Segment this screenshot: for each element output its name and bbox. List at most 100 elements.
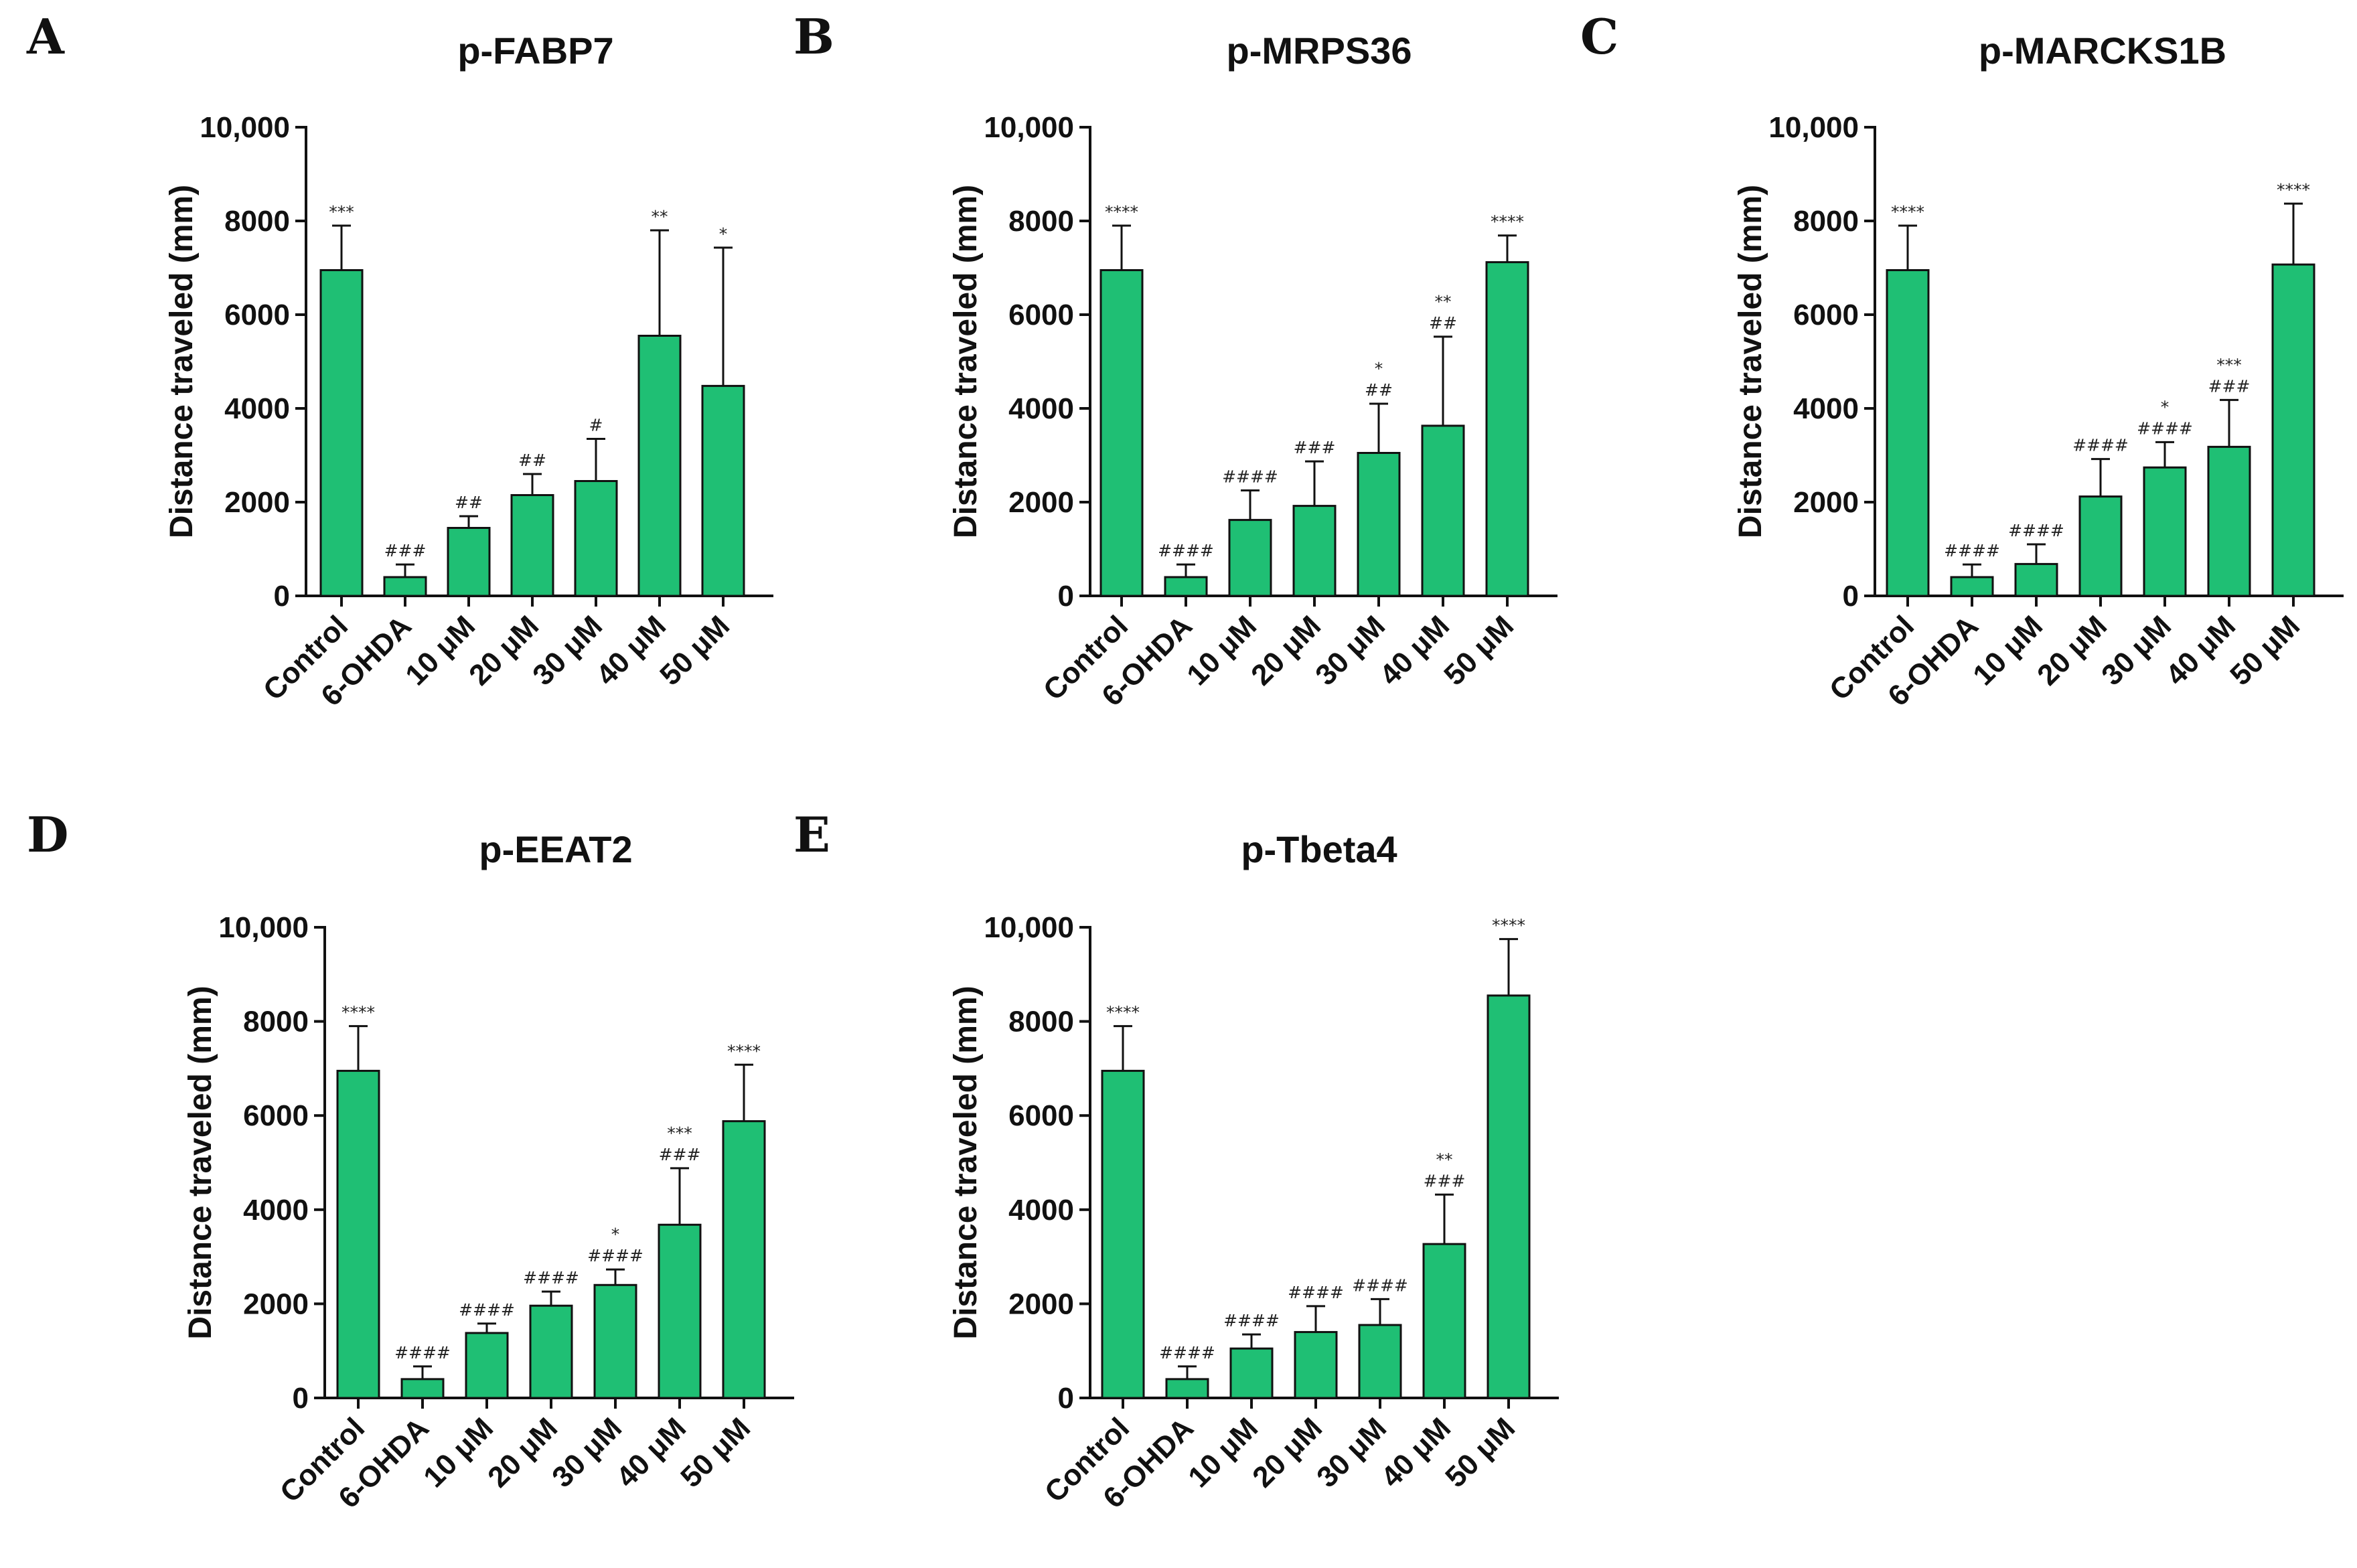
chart-title: p-MRPS36	[1227, 29, 1412, 72]
bar	[1228, 519, 1272, 597]
x-tick-label: 50 μM	[654, 609, 736, 692]
y-tick-label: 2000	[1008, 486, 1074, 519]
bar	[319, 269, 364, 597]
bar	[1487, 994, 1531, 1399]
x-tick-label: 10 μM	[1181, 609, 1263, 692]
bar	[1950, 576, 1994, 597]
x-tick-label: 20 μM	[1246, 1411, 1328, 1494]
y-tick-label: 4000	[1793, 392, 1859, 425]
y-axis-label: Distance traveled (mm)	[183, 986, 218, 1339]
significance-label: ****	[341, 1003, 375, 1022]
y-tick-label: 10,000	[984, 911, 1074, 944]
y-tick-label: 4000	[224, 392, 290, 425]
chart-title: p-FABP7	[457, 29, 613, 72]
bar	[574, 480, 618, 597]
significance-label: ##	[1365, 380, 1393, 400]
y-tick-label: 10,000	[200, 111, 290, 144]
x-tick-label: 40 μM	[1375, 1411, 1457, 1494]
significance-label: ##	[1429, 313, 1457, 333]
bar	[593, 1283, 637, 1399]
y-tick-label: 0	[274, 580, 290, 613]
bar	[1165, 1378, 1209, 1399]
bar	[1292, 505, 1337, 597]
significance-label: ***	[667, 1123, 692, 1143]
significance-label: ####	[1288, 1283, 1344, 1302]
significance-label: ####	[394, 1343, 451, 1362]
bar	[2271, 263, 2315, 597]
x-tick-label: 20 μM	[1245, 609, 1327, 692]
significance-label: **	[652, 207, 668, 226]
chart-title: p-Tbeta4	[1241, 828, 1397, 870]
significance-label: ###	[384, 541, 427, 560]
y-tick-label: 6000	[1008, 1099, 1074, 1132]
significance-label: ***	[2216, 355, 2242, 374]
significance-label: ####	[587, 1246, 643, 1265]
y-tick-label: 10,000	[218, 911, 309, 944]
x-tick-label: 30 μM	[2095, 609, 2178, 692]
bar	[529, 1304, 573, 1399]
panel-letter: E	[793, 806, 830, 863]
y-axis-label: Distance traveled (mm)	[948, 185, 984, 538]
bar	[1357, 452, 1401, 597]
y-tick-label: 8000	[224, 205, 290, 238]
y-tick-label: 10,000	[1768, 111, 1859, 144]
bar	[336, 1069, 380, 1399]
significance-label: ##	[455, 493, 483, 512]
bar	[400, 1378, 445, 1399]
x-tick-label: 40 μM	[610, 1411, 692, 1494]
significance-label: ****	[727, 1041, 761, 1061]
x-tick-label: 40 μM	[1373, 609, 1456, 692]
y-tick-label: 0	[1843, 580, 1859, 613]
bar	[2207, 445, 2251, 597]
x-tick-label: 20 μM	[2031, 609, 2113, 692]
bar	[1358, 1324, 1402, 1399]
panel-letter: C	[1580, 8, 1618, 65]
x-tick-label: 40 μM	[590, 609, 672, 692]
y-tick-label: 4000	[243, 1194, 309, 1227]
bar	[2014, 562, 2058, 597]
y-axis-label: Distance traveled (mm)	[1733, 185, 1768, 538]
x-tick-label: 10 μM	[399, 609, 481, 692]
x-tick-label: 20 μM	[463, 609, 545, 692]
bar	[658, 1223, 702, 1399]
bar	[510, 494, 554, 597]
bar	[1164, 576, 1208, 597]
bar	[1101, 1069, 1145, 1399]
significance-label: ****	[2277, 180, 2310, 200]
y-tick-label: 6000	[1008, 299, 1074, 331]
y-axis-label: Distance traveled (mm)	[164, 185, 200, 538]
bar	[383, 576, 427, 597]
significance-label: ###	[2208, 376, 2251, 396]
panel-letter: D	[27, 806, 68, 863]
y-tick-label: 8000	[1793, 205, 1859, 238]
bar	[447, 527, 491, 597]
x-tick-label: 50 μM	[674, 1411, 757, 1494]
y-tick-label: 6000	[224, 299, 290, 331]
significance-label: ####	[459, 1300, 515, 1320]
y-tick-label: 0	[1058, 580, 1074, 613]
x-tick-label: 40 μM	[2159, 609, 2242, 692]
significance-label: ####	[523, 1268, 579, 1287]
bar	[2143, 466, 2187, 597]
bar	[722, 1120, 766, 1399]
y-tick-label: 6000	[243, 1099, 309, 1132]
y-tick-label: 4000	[1008, 392, 1074, 425]
x-tick-label: 50 μM	[1438, 609, 1520, 692]
bar	[1294, 1331, 1338, 1399]
y-tick-label: 8000	[1008, 205, 1074, 238]
significance-label: ####	[2008, 521, 2064, 540]
bar	[2078, 495, 2123, 597]
y-tick-label: 2000	[1008, 1287, 1074, 1320]
y-tick-label: 0	[1058, 1382, 1074, 1415]
significance-label: #	[589, 416, 603, 435]
significance-label: ####	[2072, 436, 2129, 455]
significance-label: *	[719, 224, 728, 244]
y-tick-label: 4000	[1008, 1194, 1074, 1227]
x-tick-label: 20 μM	[481, 1411, 564, 1494]
significance-label: ####	[2137, 418, 2193, 438]
significance-label: *	[611, 1225, 620, 1244]
